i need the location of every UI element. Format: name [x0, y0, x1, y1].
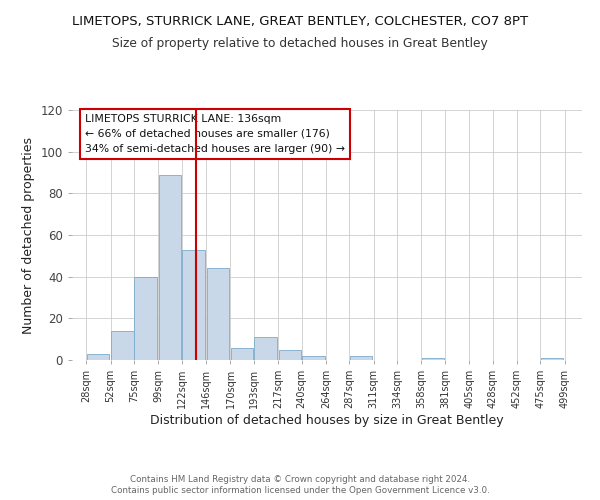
Bar — [254, 337, 277, 360]
Text: LIMETOPS STURRICK LANE: 136sqm
← 66% of detached houses are smaller (176)
34% of: LIMETOPS STURRICK LANE: 136sqm ← 66% of … — [85, 114, 345, 154]
Bar — [422, 358, 445, 360]
Bar — [86, 354, 109, 360]
Bar — [278, 350, 301, 360]
Text: Contains public sector information licensed under the Open Government Licence v3: Contains public sector information licen… — [110, 486, 490, 495]
Bar — [231, 348, 253, 360]
Text: LIMETOPS, STURRICK LANE, GREAT BENTLEY, COLCHESTER, CO7 8PT: LIMETOPS, STURRICK LANE, GREAT BENTLEY, … — [72, 15, 528, 28]
Bar — [111, 331, 134, 360]
Bar — [159, 174, 181, 360]
Bar — [134, 276, 157, 360]
Bar — [350, 356, 373, 360]
Bar — [302, 356, 325, 360]
Bar — [541, 358, 563, 360]
Y-axis label: Number of detached properties: Number of detached properties — [22, 136, 35, 334]
Text: Size of property relative to detached houses in Great Bentley: Size of property relative to detached ho… — [112, 38, 488, 51]
X-axis label: Distribution of detached houses by size in Great Bentley: Distribution of detached houses by size … — [150, 414, 504, 427]
Bar — [182, 250, 205, 360]
Bar — [206, 268, 229, 360]
Text: Contains HM Land Registry data © Crown copyright and database right 2024.: Contains HM Land Registry data © Crown c… — [130, 475, 470, 484]
